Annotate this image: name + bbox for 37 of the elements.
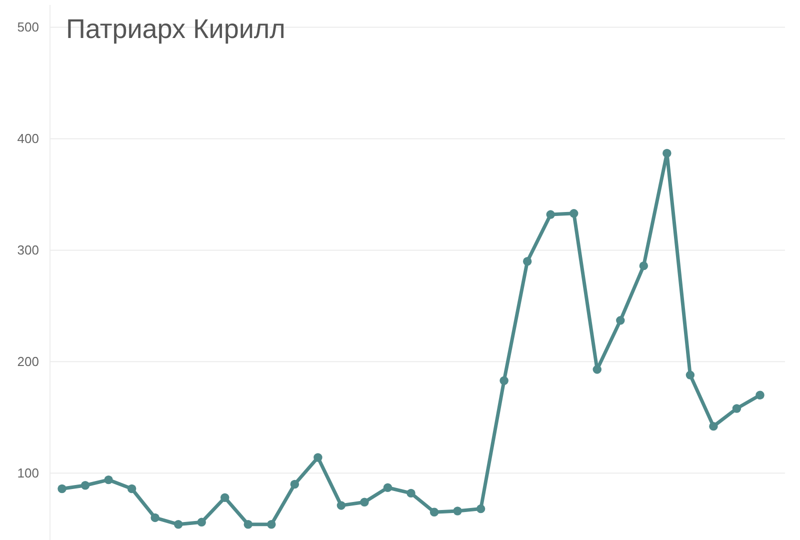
point [569,209,578,218]
point [360,498,369,506]
point [592,365,602,374]
point [58,484,66,494]
point [522,256,532,266]
point [639,261,648,270]
y-tick-label: 400 [17,130,39,146]
point [686,370,695,380]
point [197,518,206,527]
y-tick-label: 500 [17,19,39,34]
point [662,148,672,158]
point [80,481,90,490]
point [476,504,486,514]
point [220,493,230,502]
point [314,453,322,462]
point [150,513,160,522]
point [546,210,555,219]
point [453,506,462,516]
point [406,488,416,498]
y-tick-label: 300 [17,242,39,258]
point [104,475,113,484]
point [174,520,183,529]
point [430,508,439,516]
y-tick-label: 100 [17,465,39,480]
point [336,501,346,510]
point [500,376,508,385]
point [383,483,392,492]
point [290,480,300,489]
point [709,422,718,431]
y-tick-label: 200 [17,354,39,369]
point [127,484,136,494]
point [244,520,253,529]
point [267,520,276,529]
chart-title: Патриарх Кирилл [66,14,286,44]
point [756,390,764,400]
point [732,404,742,413]
point [616,316,625,325]
